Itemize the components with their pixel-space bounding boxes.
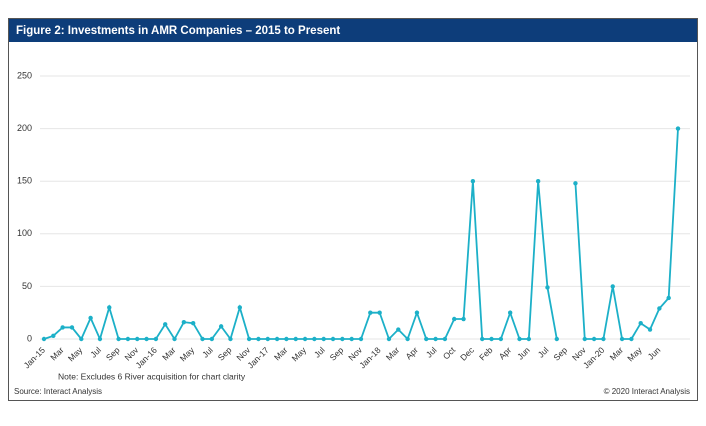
point xyxy=(675,126,681,131)
point xyxy=(470,179,476,184)
point xyxy=(97,336,103,342)
source: Source: Interact Analysis xyxy=(14,387,102,396)
point xyxy=(610,284,615,289)
chart-title: Figure 2: Investments in AMR Companies –… xyxy=(16,25,340,37)
point xyxy=(181,319,187,325)
point xyxy=(433,336,438,342)
point xyxy=(517,336,522,342)
point xyxy=(51,333,56,339)
point xyxy=(218,324,224,329)
point xyxy=(284,336,289,342)
point xyxy=(629,336,634,342)
point xyxy=(424,336,429,342)
point xyxy=(657,306,662,311)
point xyxy=(507,310,513,315)
point xyxy=(591,336,597,342)
point xyxy=(293,336,298,342)
point xyxy=(368,310,373,315)
point xyxy=(163,322,168,327)
y-tick-label: 250 xyxy=(17,70,32,80)
point xyxy=(545,285,550,290)
point xyxy=(349,336,354,342)
point xyxy=(452,316,457,322)
point xyxy=(274,336,280,342)
y-tick-label: 100 xyxy=(17,228,32,238)
point xyxy=(107,305,112,310)
point xyxy=(125,336,131,342)
point xyxy=(396,327,401,332)
copyright: © 2020 Interact Analysis xyxy=(604,387,690,396)
point xyxy=(461,316,466,322)
point xyxy=(144,336,149,342)
point xyxy=(256,336,261,342)
y-tick-label: 150 xyxy=(17,176,32,186)
point xyxy=(190,321,196,326)
point xyxy=(647,327,653,332)
point xyxy=(172,336,177,342)
point xyxy=(526,336,532,342)
point xyxy=(69,325,75,330)
point xyxy=(601,336,606,342)
y-tick-label: 50 xyxy=(22,281,32,291)
point xyxy=(228,336,233,342)
point xyxy=(377,310,382,315)
point xyxy=(414,310,420,315)
point xyxy=(60,325,65,330)
point xyxy=(386,336,392,342)
point xyxy=(209,336,215,342)
point xyxy=(498,336,504,342)
point xyxy=(573,181,578,186)
point xyxy=(489,336,494,342)
frame xyxy=(8,18,698,401)
point xyxy=(340,336,345,342)
point xyxy=(79,336,84,342)
y-tick-label: 0 xyxy=(27,333,32,343)
point xyxy=(116,336,121,342)
point xyxy=(237,305,242,310)
point xyxy=(442,336,448,342)
point xyxy=(135,336,140,342)
y-tick-label: 200 xyxy=(17,123,32,133)
point xyxy=(638,321,643,326)
point xyxy=(41,336,47,342)
point xyxy=(480,336,485,342)
point xyxy=(330,336,336,342)
note: Note: Excludes 6 River acquisition for c… xyxy=(58,371,246,381)
point xyxy=(405,336,410,342)
point xyxy=(358,336,364,342)
point xyxy=(200,336,205,342)
point xyxy=(535,179,541,184)
point xyxy=(88,315,93,321)
point xyxy=(265,336,270,342)
title-bar xyxy=(9,19,697,42)
point xyxy=(582,336,587,342)
point xyxy=(153,336,159,342)
point xyxy=(619,336,625,342)
point xyxy=(302,336,308,342)
point xyxy=(321,336,326,342)
point xyxy=(246,336,252,342)
point xyxy=(666,295,671,301)
point xyxy=(554,336,559,342)
point xyxy=(312,336,317,342)
